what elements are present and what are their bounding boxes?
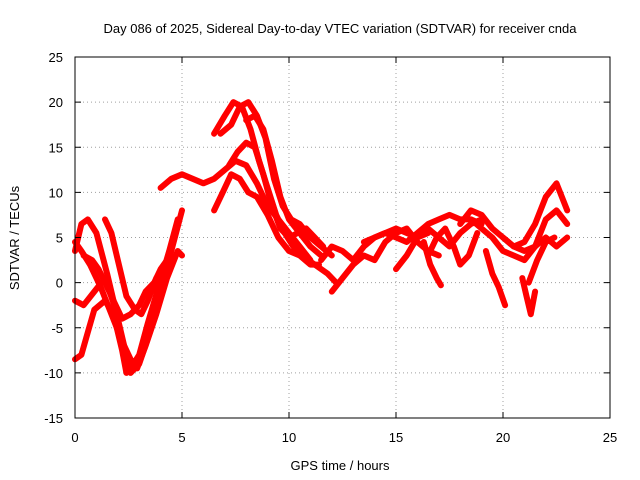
series-sat-v [482,248,509,309]
y-tick-label: -15 [44,411,63,426]
x-tick-label: 0 [71,430,78,445]
series-sat-f [102,216,168,318]
series-sat-r [420,239,444,289]
series-sat-n [328,225,442,295]
y-tick-label: 15 [49,140,63,155]
series-sat-x [525,234,558,286]
y-axis-label: SDTVAR / TECUs [7,185,22,290]
series-sat-u [500,234,571,254]
y-tick-label: 25 [49,50,63,65]
series-sat-l [243,112,325,259]
x-tick-label: 10 [282,430,296,445]
series-sat-w [519,275,539,318]
series-sat-q [425,225,481,268]
series-sat-k [211,171,322,268]
axis-ticks: 0 5 10 15 20 25 -15 -10 -5 0 5 10 15 20 25 [44,50,617,445]
x-tick-label: 5 [178,430,185,445]
x-tick-label: 25 [603,430,617,445]
y-tick-label: 0 [56,276,63,291]
y-tick-label: 5 [56,231,63,246]
chart-title: Day 086 of 2025, Sidereal Day-to-day VTE… [103,21,577,36]
series-sat-c [72,207,185,376]
series-sat-j [226,139,327,250]
y-tick-label: -10 [44,366,63,381]
y-tick-label: 10 [49,185,63,200]
x-tick-label: 15 [389,430,403,445]
series-sat-t [467,207,571,264]
x-axis-label: GPS time / hours [291,458,390,473]
x-tick-label: 20 [496,430,510,445]
series-sat-d [72,297,130,376]
y-tick-label: -5 [51,321,63,336]
y-tick-label: 20 [49,95,63,110]
data-series [72,99,571,376]
